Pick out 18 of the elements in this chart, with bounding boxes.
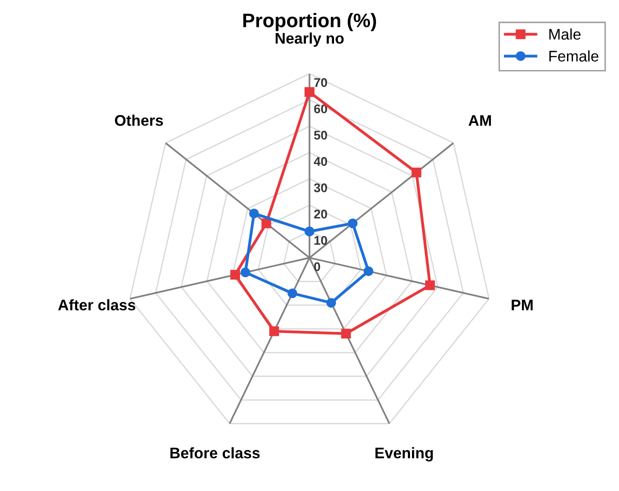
y-tick-label: 10 <box>314 236 328 245</box>
chart-title: Proportion (%) <box>243 13 376 32</box>
spoke-label: After class <box>58 299 136 310</box>
spoke-label: Others <box>114 114 163 126</box>
y-tick-label: 60 <box>314 104 328 114</box>
y-tick-label: 0 <box>314 262 320 272</box>
spoke-label: AM <box>468 115 491 126</box>
legend-label: Male <box>549 28 581 40</box>
spoke-label: Nearly no <box>276 32 344 47</box>
y-tick-label: 40 <box>314 157 328 166</box>
spoke-label: Before class <box>170 447 260 458</box>
spoke-label: PM <box>512 300 533 310</box>
y-tick-label: 70 <box>314 78 328 87</box>
y-tick-label: 30 <box>314 183 328 192</box>
spoke-label: Evening <box>375 447 433 462</box>
legend-label: Female <box>549 50 598 62</box>
y-tick-label: 20 <box>314 210 328 219</box>
y-tick-label: 50 <box>314 130 328 140</box>
